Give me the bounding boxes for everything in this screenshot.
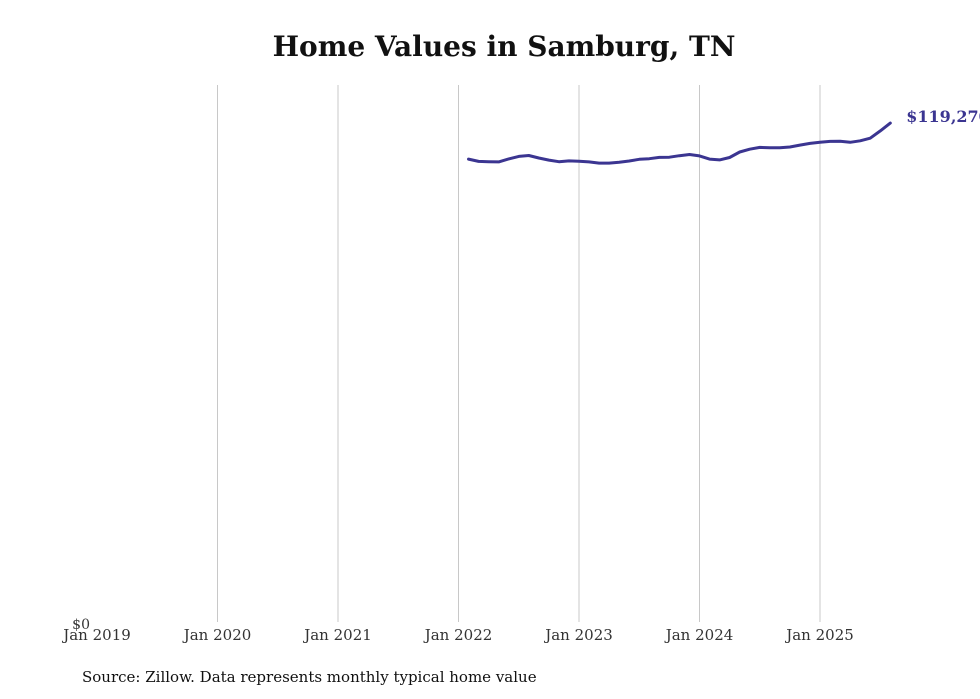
x-tick-label: Jan 2023 [543, 626, 613, 644]
x-tick-label: Jan 2019 [61, 626, 131, 644]
x-tick-label: Jan 2024 [664, 626, 734, 644]
x-tick-label: Jan 2025 [784, 626, 854, 644]
y-tick-label: $0 [72, 617, 90, 633]
x-tick-label: Jan 2020 [182, 626, 252, 644]
end-value-label: $119,270 [906, 107, 980, 126]
series-line [467, 121, 892, 165]
x-tick-label: Jan 2021 [302, 626, 372, 644]
source-note: Source: Zillow. Data represents monthly … [82, 668, 537, 686]
chart-title: Home Values in Samburg, TN [272, 30, 736, 63]
x-tick-label: Jan 2022 [423, 626, 493, 644]
